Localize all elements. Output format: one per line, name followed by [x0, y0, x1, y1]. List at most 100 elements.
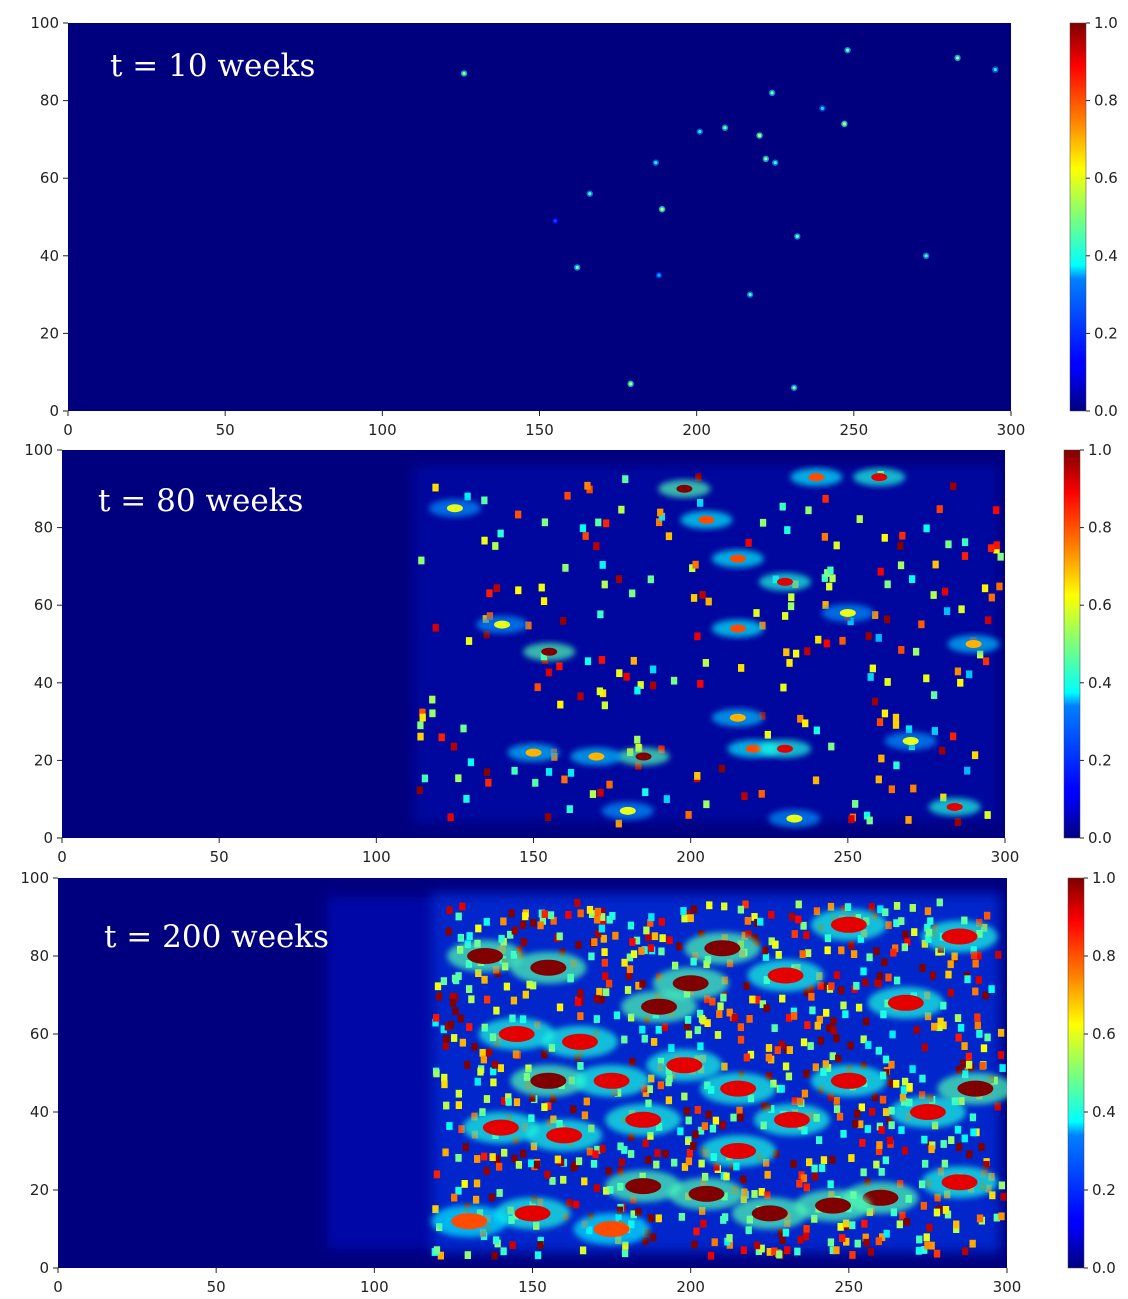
grid-cell [446, 1122, 453, 1130]
grid-cell [511, 1154, 518, 1163]
grid-cell [628, 1133, 635, 1141]
grid-cell [949, 732, 957, 741]
grid-cell [822, 1060, 829, 1069]
grid-cell [465, 985, 473, 993]
grid-cell [768, 937, 775, 946]
colorbar: 0.0 0.2 0.4 0.6 0.8 1.0 [1063, 441, 1112, 847]
y-tick-label: 100 [24, 441, 53, 459]
hotspot [820, 106, 825, 110]
grid-cell [695, 473, 702, 482]
grid-cell [529, 1093, 536, 1102]
grid-cell [662, 1149, 669, 1158]
hotspot [676, 484, 693, 493]
hotspot [593, 1072, 630, 1089]
grid-cell [924, 923, 931, 932]
grid-cell [443, 1101, 450, 1110]
grid-cell [757, 917, 764, 926]
grid-cell [584, 481, 591, 490]
grid-cell [599, 689, 607, 698]
grid-cell [599, 561, 606, 569]
grid-cell [888, 785, 895, 794]
grid-cell [629, 589, 636, 598]
grid-cell [943, 607, 951, 616]
grid-cell [956, 1066, 963, 1074]
x-axis: 0 50 100 150 200 250 300 [53, 1268, 1021, 1296]
grid-cell [919, 964, 926, 972]
grid-cell [876, 972, 883, 981]
grid-cell [556, 1003, 564, 1012]
grid-cell [983, 1161, 990, 1169]
grid-cell [936, 1023, 943, 1032]
grid-cell [534, 683, 541, 692]
grid-cell [759, 1000, 767, 1009]
grid-cell [731, 1013, 739, 1022]
grid-cell [868, 1107, 876, 1116]
grid-cell [417, 732, 424, 741]
grid-cell [806, 1158, 813, 1167]
grid-cell [827, 1238, 835, 1247]
grid-cell [980, 1044, 988, 1053]
grid-cell [642, 1139, 649, 1148]
grid-cell [764, 730, 771, 739]
grid-cell [649, 665, 657, 674]
grid-cell [764, 1191, 771, 1200]
grid-cell [541, 1103, 548, 1111]
grid-cell [785, 1013, 793, 1022]
grid-cell [497, 529, 504, 538]
grid-cell [771, 1247, 778, 1256]
y-tick-label: 20 [34, 751, 53, 769]
grid-cell [690, 594, 698, 602]
grid-cell [472, 1195, 480, 1204]
grid-cell [886, 1116, 893, 1125]
hotspot [776, 744, 793, 753]
grid-cell [550, 1115, 557, 1124]
grid-cell [719, 1121, 726, 1130]
hotspot [698, 130, 702, 134]
grid-cell [726, 1008, 733, 1017]
grid-cell [686, 1149, 694, 1157]
y-tick-label: 80 [34, 519, 53, 537]
hotspot [993, 67, 997, 72]
grid-cell [788, 593, 795, 602]
grid-cell [694, 1106, 701, 1114]
grid-cell [901, 943, 909, 952]
grid-cell [566, 805, 573, 813]
grid-cell [924, 907, 932, 916]
grid-cell [787, 602, 795, 611]
grid-cell [835, 1054, 842, 1063]
grid-cell [928, 1241, 935, 1250]
grid-cell [665, 1078, 672, 1087]
grid-cell [575, 1157, 583, 1166]
grid-cell [877, 905, 884, 914]
grid-cell [852, 1119, 859, 1128]
hotspot [792, 386, 796, 390]
grid-cell [830, 1026, 837, 1035]
grid-cell [584, 657, 592, 666]
x-tick-label: 50 [216, 421, 235, 439]
grid-cell [642, 1237, 649, 1245]
grid-cell [840, 1129, 847, 1138]
grid-cell [993, 545, 1000, 554]
grid-cell [659, 934, 666, 943]
grid-cell [493, 584, 500, 593]
grid-cell [805, 506, 812, 515]
panel-annotation: t = 80 weeks [98, 483, 303, 519]
hotspot [635, 752, 652, 761]
grid-cell [691, 1240, 698, 1249]
grid-cell [597, 610, 604, 619]
y-tick-label: 100 [20, 869, 49, 887]
hotspot [773, 1111, 810, 1128]
grid-cell [849, 1221, 856, 1230]
grid-cell [777, 1228, 785, 1237]
grid-cell [479, 1108, 486, 1117]
hotspot [657, 273, 661, 277]
grid-cell [892, 721, 900, 729]
grid-cell [877, 567, 884, 576]
grid-cell [923, 674, 930, 683]
grid-cell [861, 1219, 868, 1228]
grid-cell [815, 635, 822, 644]
grid-cell [862, 1233, 869, 1242]
grid-cell [550, 916, 557, 925]
grid-cell [753, 1241, 761, 1250]
grid-cell [784, 526, 791, 534]
